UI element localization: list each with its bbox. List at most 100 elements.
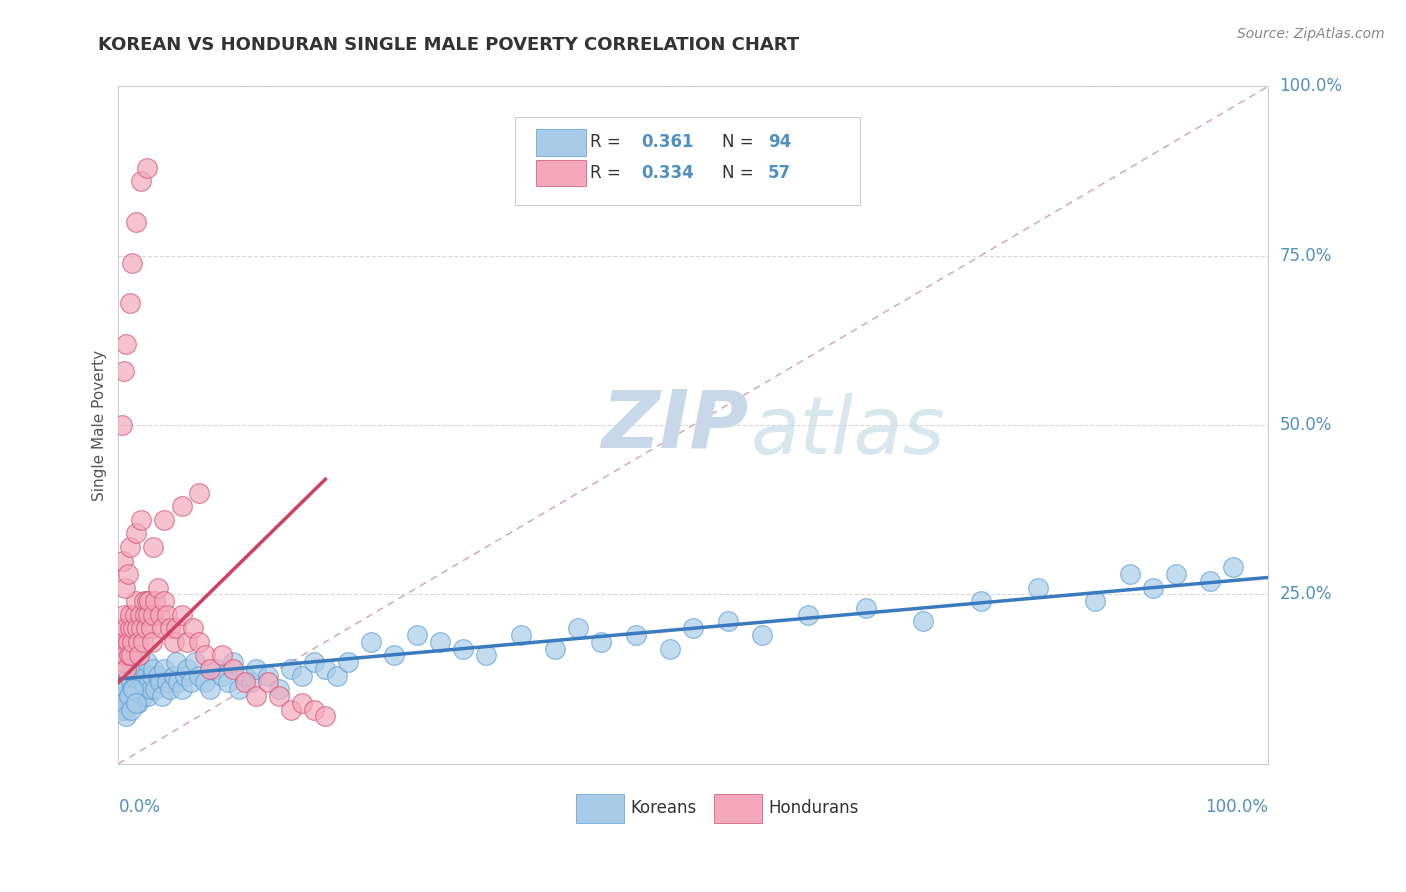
Point [121,255,143,269]
Point [128,682,150,697]
Text: 57: 57 [768,164,792,182]
Point [222,655,245,669]
Point [115,662,138,676]
Point [509,628,531,642]
Point [233,675,256,690]
Text: 0.361: 0.361 [641,133,695,151]
Point [257,668,280,682]
Point [112,696,135,710]
Point [200,662,222,676]
Point [141,668,163,682]
Text: 0.334: 0.334 [641,164,695,182]
Point [360,635,382,649]
Point [125,689,148,703]
Point [544,641,567,656]
Point [156,675,179,690]
Point [624,628,647,642]
Point [222,662,245,676]
Text: Hondurans: Hondurans [768,798,858,817]
Point [114,702,136,716]
FancyBboxPatch shape [536,160,586,186]
Point [1164,567,1187,582]
Point [124,607,146,622]
Point [170,607,193,622]
Point [114,648,136,663]
FancyBboxPatch shape [536,129,586,155]
Point [451,641,474,656]
Point [132,594,155,608]
Point [117,696,139,710]
Point [136,161,159,175]
Point [121,635,143,649]
Point [122,662,145,676]
Point [176,662,198,676]
Point [112,675,135,690]
Point [142,540,165,554]
Text: 50.0%: 50.0% [1279,416,1331,434]
Point [165,655,187,669]
Point [131,689,153,703]
Point [269,682,291,697]
Point [117,635,139,649]
Point [187,485,209,500]
Point [115,621,138,635]
Text: 75.0%: 75.0% [1279,247,1331,265]
Point [170,682,193,697]
Point [134,682,156,697]
Point [131,621,153,635]
Point [156,607,179,622]
Text: Koreans: Koreans [630,798,696,817]
Point [170,500,193,514]
Point [114,581,136,595]
Point [118,648,141,663]
Point [136,594,159,608]
Point [205,662,228,676]
Point [138,675,160,690]
Point [181,621,204,635]
Point [146,581,169,595]
Point [112,364,135,378]
Text: R =: R = [589,164,626,182]
Point [111,621,134,635]
Text: ZIP: ZIP [602,386,748,464]
Point [659,641,682,656]
Point [162,635,184,649]
Point [142,662,165,676]
Point [314,662,336,676]
Point [139,682,162,697]
Point [314,709,336,723]
Point [112,689,135,703]
Point [115,336,138,351]
Point [136,689,159,703]
Text: KOREAN VS HONDURAN SINGLE MALE POVERTY CORRELATION CHART: KOREAN VS HONDURAN SINGLE MALE POVERTY C… [98,36,800,54]
Point [142,607,165,622]
Text: 100.0%: 100.0% [1279,78,1343,95]
Point [187,668,209,682]
Point [280,662,302,676]
Point [162,668,184,682]
Point [567,621,589,635]
Point [129,607,152,622]
Point [117,567,139,582]
Point [141,635,163,649]
Point [122,621,145,635]
Point [591,635,613,649]
Point [131,635,153,649]
Point [233,668,256,682]
Point [257,675,280,690]
Point [291,696,314,710]
Point [194,648,217,663]
Point [135,668,157,682]
Text: 0.0%: 0.0% [118,797,160,815]
Text: N =: N = [721,133,759,151]
Point [112,655,135,669]
Point [131,174,153,188]
Point [139,621,162,635]
Point [149,675,172,690]
Point [131,662,153,676]
Text: 94: 94 [768,133,792,151]
Text: Source: ZipAtlas.com: Source: ZipAtlas.com [1237,27,1385,41]
Point [129,668,152,682]
Point [127,635,149,649]
Point [1084,594,1107,608]
